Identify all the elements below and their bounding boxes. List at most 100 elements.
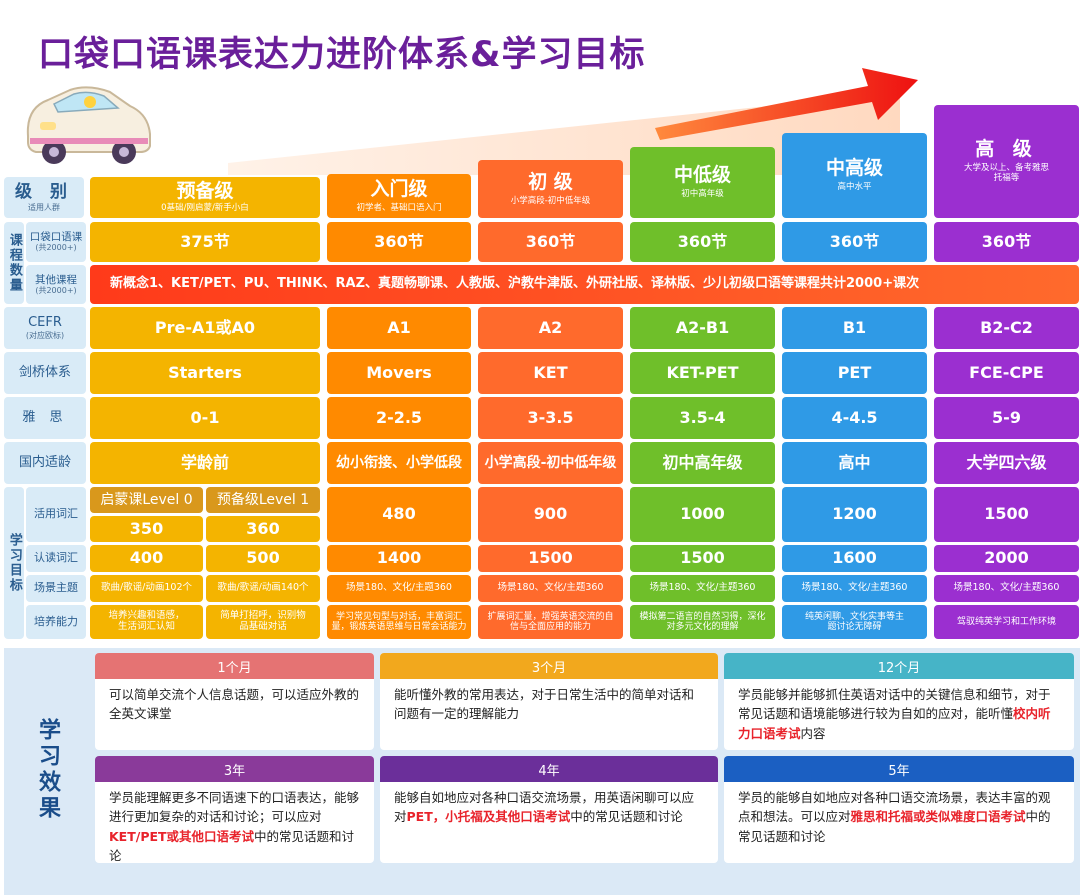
read-vocab-label-text: 认读词汇: [34, 551, 78, 565]
cambridge-0: Starters: [90, 352, 320, 394]
kd-course-label-text: 口袋口语课: [29, 231, 83, 244]
level-sub-2: 小学高段-初中低年级: [510, 195, 591, 206]
level-sub-1: 初学者、基础口语入门: [356, 202, 442, 213]
level-header-4: 中高级 高中水平: [782, 133, 927, 218]
pre-active-vocab-1: 360: [206, 516, 320, 542]
effect-text-3b: 内容: [800, 725, 826, 741]
ielts-0: 0-1: [90, 397, 320, 439]
study-goal-label: 学习目标: [4, 487, 24, 639]
learning-effect-label: 学习效果: [18, 655, 76, 885]
car-illustration: [26, 86, 151, 164]
ability-3: 模拟第二语言的自然习得，深化对多元文化的理解: [630, 605, 775, 639]
pre-scenes-1: 歌曲/歌谣/动画140个: [206, 575, 320, 602]
effect-text-3: 学员能够并能够抓住英语对话中的关键信息和细节，对于常见话题和语境能够进行较为自如…: [724, 679, 1074, 743]
age-1: 幼小衔接、小学低段: [327, 442, 471, 484]
effect-period-3: 12个月: [724, 653, 1074, 679]
age-5: 大学四六级: [934, 442, 1079, 484]
effect-period-5: 4年: [380, 756, 718, 782]
age-2: 小学高段-初中低年级: [478, 442, 623, 484]
effect-text-1: 可以简单交流个人信息话题，可以适应外教的全英文课堂: [109, 687, 360, 722]
cambridge-3: KET-PET: [630, 352, 775, 394]
read-vocab-1: 1400: [327, 545, 471, 572]
effect-text-5a: 能够自如地应对各种口语交流场景，用英语闲聊可以应对: [394, 790, 695, 825]
level-label: 级 别 适用人群: [4, 177, 84, 218]
cefr-1: A1: [327, 307, 471, 349]
other-course-label-sub: (共2000+): [35, 285, 77, 295]
pre-split-name-1: 预备级Level 1: [206, 487, 320, 513]
scenes-1: 场景180、文化/主题360: [327, 575, 471, 602]
cambridge-label: 剑桥体系: [4, 352, 86, 394]
active-vocab-5: 1500: [934, 487, 1079, 542]
cefr-4: B1: [782, 307, 927, 349]
age-label-text: 国内适龄: [18, 454, 71, 470]
effect-text-3-highlight: 校内听力口语考试: [738, 706, 1051, 741]
level-sub-5: 大学及以上、备考雅思托福等: [963, 163, 1049, 183]
other-course-label-text: 其他课程: [35, 273, 77, 286]
ielts-label-text: 雅 思: [22, 409, 68, 425]
lessons-4: 360节: [782, 222, 927, 262]
cefr-label: CEFR (对应欧标): [4, 307, 86, 349]
read-vocab-2: 1500: [478, 545, 623, 572]
level-header-5: 高 级 大学及以上、备考雅思托福等: [934, 105, 1079, 218]
effect-card-1-month: 1个月 可以简单交流个人信息话题，可以适应外教的全英文课堂: [95, 653, 374, 750]
ability-2: 扩展词汇量，增强英语交流的自信与全面应用的能力: [478, 605, 623, 639]
effect-card-5-years: 5年 学员的能够自如地应对各种口语交流场景，表达丰富的观点和想法。可以应对雅思和…: [724, 756, 1074, 863]
learning-effect-label-text: 学习效果: [34, 718, 60, 822]
effect-text-5b: 中的常见话题和讨论: [570, 809, 683, 825]
scenes-label: 场景主题: [26, 575, 86, 602]
scenes-label-text: 场景主题: [34, 581, 78, 595]
level-name-0: 预备级: [176, 180, 234, 203]
level-sub-4: 高中水平: [837, 182, 872, 193]
level-header-1: 入门级 初学者、基础口语入门: [327, 174, 471, 218]
read-vocab-4: 1600: [782, 545, 927, 572]
level-header-2: 初 级 小学高段-初中低年级: [478, 160, 623, 218]
lessons-0: 375节: [90, 222, 320, 262]
course-count-label-text: 课程数量: [6, 233, 22, 293]
ielts-1: 2-2.5: [327, 397, 471, 439]
level-name-1: 入门级: [370, 177, 428, 200]
page-title: 口袋口语课表达力进阶体系&学习目标: [38, 35, 646, 75]
effect-text-6a: 学员的能够自如地应对各种口语交流场景，表达丰富的观点和想法。可以应对: [738, 790, 1051, 825]
age-3: 初中高年级: [630, 442, 775, 484]
level-name-2: 初 级: [528, 170, 573, 193]
scenes-4: 场景180、文化/主题360: [782, 575, 927, 602]
lessons-5: 360节: [934, 222, 1079, 262]
ielts-4: 4-4.5: [782, 397, 927, 439]
cefr-5: B2-C2: [934, 307, 1079, 349]
active-vocab-label: 活用词汇: [26, 487, 86, 542]
cefr-0: Pre-A1或A0: [90, 307, 320, 349]
lessons-1: 360节: [327, 222, 471, 262]
cefr-label-text: CEFR: [28, 314, 62, 330]
effect-period-2: 3个月: [380, 653, 718, 679]
cambridge-4: PET: [782, 352, 927, 394]
pre-read-vocab-0: 400: [90, 545, 203, 572]
active-vocab-3: 1000: [630, 487, 775, 542]
cambridge-1: Movers: [327, 352, 471, 394]
effect-text-4-highlight: KET/PET或其他口语考试: [109, 828, 255, 844]
effect-text-6: 学员的能够自如地应对各种口语交流场景，表达丰富的观点和想法。可以应对雅思和托福或…: [724, 782, 1074, 846]
pre-ability-0: 培养兴趣和语感，生活词汇认知: [90, 605, 203, 639]
effect-period-6: 5年: [724, 756, 1074, 782]
pre-active-vocab-0: 350: [90, 516, 203, 542]
cambridge-2: KET: [478, 352, 623, 394]
other-course-label: 其他课程 (共2000+): [26, 265, 86, 304]
effect-card-4-years: 4年 能够自如地应对各种口语交流场景，用英语闲聊可以应对PET，小托福及其他口语…: [380, 756, 718, 863]
ielts-label: 雅 思: [4, 397, 86, 439]
pre-split-name-0: 启蒙课Level 0: [90, 487, 203, 513]
pre-read-vocab-1: 500: [206, 545, 320, 572]
study-goal-label-text: 学习目标: [6, 533, 22, 593]
ielts-5: 5-9: [934, 397, 1079, 439]
effect-text-4: 学员能理解更多不同语速下的口语表达，能够进行更加复杂的对话和讨论；可以应对 KET…: [95, 782, 374, 863]
active-vocab-1: 480: [327, 487, 471, 542]
level-name-4: 中高级: [825, 157, 883, 180]
scenes-3: 场景180、文化/主题360: [630, 575, 775, 602]
cefr-label-sub: (对应欧标): [25, 330, 65, 340]
effect-text-5: 能够自如地应对各种口语交流场景，用英语闲聊可以应对PET，小托福及其他口语考试中…: [380, 782, 718, 827]
read-vocab-3: 1500: [630, 545, 775, 572]
level-sub-3: 初中高年级: [681, 189, 724, 200]
read-vocab-5: 2000: [934, 545, 1079, 572]
active-vocab-4: 1200: [782, 487, 927, 542]
level-name-5: 高 级: [975, 138, 1038, 161]
effect-text-4b: 中的常见话题和讨论: [109, 828, 355, 863]
